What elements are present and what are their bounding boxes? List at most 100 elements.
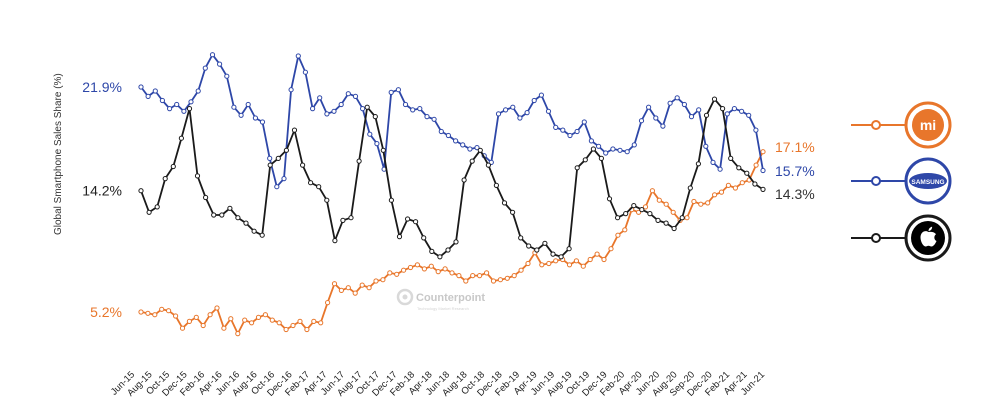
series-samsung-point: [424, 114, 430, 120]
xiaomi-logo-icon: mi: [904, 101, 952, 149]
series-apple-point: [695, 161, 702, 167]
series-xiaomi-point: [228, 316, 234, 322]
series-samsung-point: [703, 143, 709, 149]
series-samsung-point: [717, 166, 723, 172]
series-xiaomi-point: [235, 331, 241, 337]
series-apple-point: [606, 196, 613, 202]
series-xiaomi-point: [753, 162, 759, 168]
series-samsung-point: [174, 101, 180, 108]
series-xiaomi-point: [380, 277, 386, 283]
series-apple-point: [582, 157, 588, 163]
series-xiaomi-point: [145, 310, 151, 316]
series-xiaomi-point: [366, 285, 372, 291]
series-samsung-point: [545, 108, 552, 114]
series-xiaomi-point: [525, 260, 531, 267]
series-xiaomi-point: [311, 318, 317, 324]
series-apple-point: [356, 158, 362, 164]
legend-samsung: SAMSUNG: [851, 157, 952, 205]
series-samsung-point: [617, 147, 623, 153]
series-xiaomi-point: [636, 209, 642, 215]
series-samsung-point: [653, 115, 659, 121]
end-label-apple: 14.3%: [775, 186, 815, 202]
series-apple-point: [728, 155, 734, 161]
series-xiaomi-point: [760, 149, 766, 155]
start-label-samsung: 21.9%: [82, 79, 122, 95]
series-apple-point: [485, 162, 491, 168]
series-xiaomi-point: [705, 200, 711, 206]
series-samsung-point: [245, 101, 251, 108]
series-samsung-point: [596, 143, 602, 149]
start-label-xiaomi: 5.2%: [90, 304, 122, 320]
series-samsung-point: [467, 146, 473, 152]
series-samsung-point: [352, 93, 359, 100]
series-samsung-point: [310, 106, 316, 112]
series-apple-point: [736, 165, 742, 171]
series-apple-line: [140, 98, 764, 258]
series-xiaomi: [138, 149, 766, 337]
series-apple-point: [259, 232, 265, 238]
series-apple-point: [372, 114, 378, 120]
series-samsung-point: [674, 95, 680, 101]
series-samsung-point: [510, 104, 516, 110]
series-apple-point: [138, 188, 144, 194]
series-samsung-point: [739, 108, 745, 114]
series-apple-point: [203, 194, 209, 201]
series-samsung-point: [338, 101, 344, 108]
series-xiaomi-point: [449, 270, 455, 276]
series-apple-point: [283, 147, 289, 153]
series-samsung-point: [181, 108, 187, 114]
series-samsung-point: [238, 112, 244, 118]
series-xiaomi-point: [138, 309, 144, 315]
series-xiaomi-point: [497, 277, 503, 283]
series-xiaomi-point: [414, 262, 420, 268]
series-xiaomi-point: [601, 256, 607, 263]
series-samsung-point: [395, 87, 401, 93]
series-xiaomi-point: [283, 326, 289, 333]
series-xiaomi-point: [656, 197, 662, 203]
series-xiaomi-point: [663, 201, 669, 207]
series-samsung-point: [610, 146, 616, 152]
legend-xiaomi-marker: [871, 120, 881, 130]
series-samsung-point: [567, 132, 573, 139]
series-samsung-point: [517, 115, 523, 121]
series-xiaomi-point: [649, 188, 656, 194]
samsung-logo-icon: SAMSUNG: [904, 157, 952, 205]
series-xiaomi-point: [193, 314, 199, 320]
series-xiaomi-point: [691, 198, 697, 205]
series-xiaomi-point: [345, 285, 351, 291]
series-xiaomi-point: [511, 273, 517, 279]
series-xiaomi-point: [594, 251, 600, 257]
series-apple-point: [211, 212, 217, 218]
series-xiaomi-point: [615, 232, 621, 238]
series-apple-point: [711, 96, 718, 102]
series-apple-point: [332, 238, 338, 244]
series-apple-point: [558, 254, 564, 260]
series-apple-point: [380, 147, 386, 153]
series-xiaomi-point: [318, 320, 324, 326]
series-samsung-point: [217, 61, 223, 67]
series-apple-point: [308, 180, 314, 186]
series-xiaomi-point: [587, 256, 593, 263]
samsung-logo-text: SAMSUNG: [911, 179, 944, 186]
series-samsung-point: [145, 93, 151, 100]
series-xiaomi-point: [269, 317, 275, 323]
series-samsung-point: [195, 88, 201, 94]
series-xiaomi-point: [456, 273, 462, 279]
series-xiaomi-point: [359, 282, 365, 288]
series-apple-point: [194, 173, 201, 179]
series-apple-point: [348, 215, 354, 221]
series-apple-point: [316, 184, 322, 190]
series-apple-point: [615, 215, 621, 221]
series-apple-point: [493, 182, 499, 188]
series-xiaomi-point: [394, 271, 400, 277]
series-samsung-point: [252, 115, 258, 121]
series-samsung-point: [696, 107, 702, 113]
series-apple-point: [364, 104, 370, 110]
series-samsung-point: [574, 128, 580, 135]
series-samsung-point: [603, 150, 609, 156]
series-apple-point: [251, 228, 257, 234]
series-samsung-point: [710, 159, 716, 165]
legend-samsung-marker: [871, 176, 881, 186]
series-xiaomi-point: [490, 278, 497, 284]
